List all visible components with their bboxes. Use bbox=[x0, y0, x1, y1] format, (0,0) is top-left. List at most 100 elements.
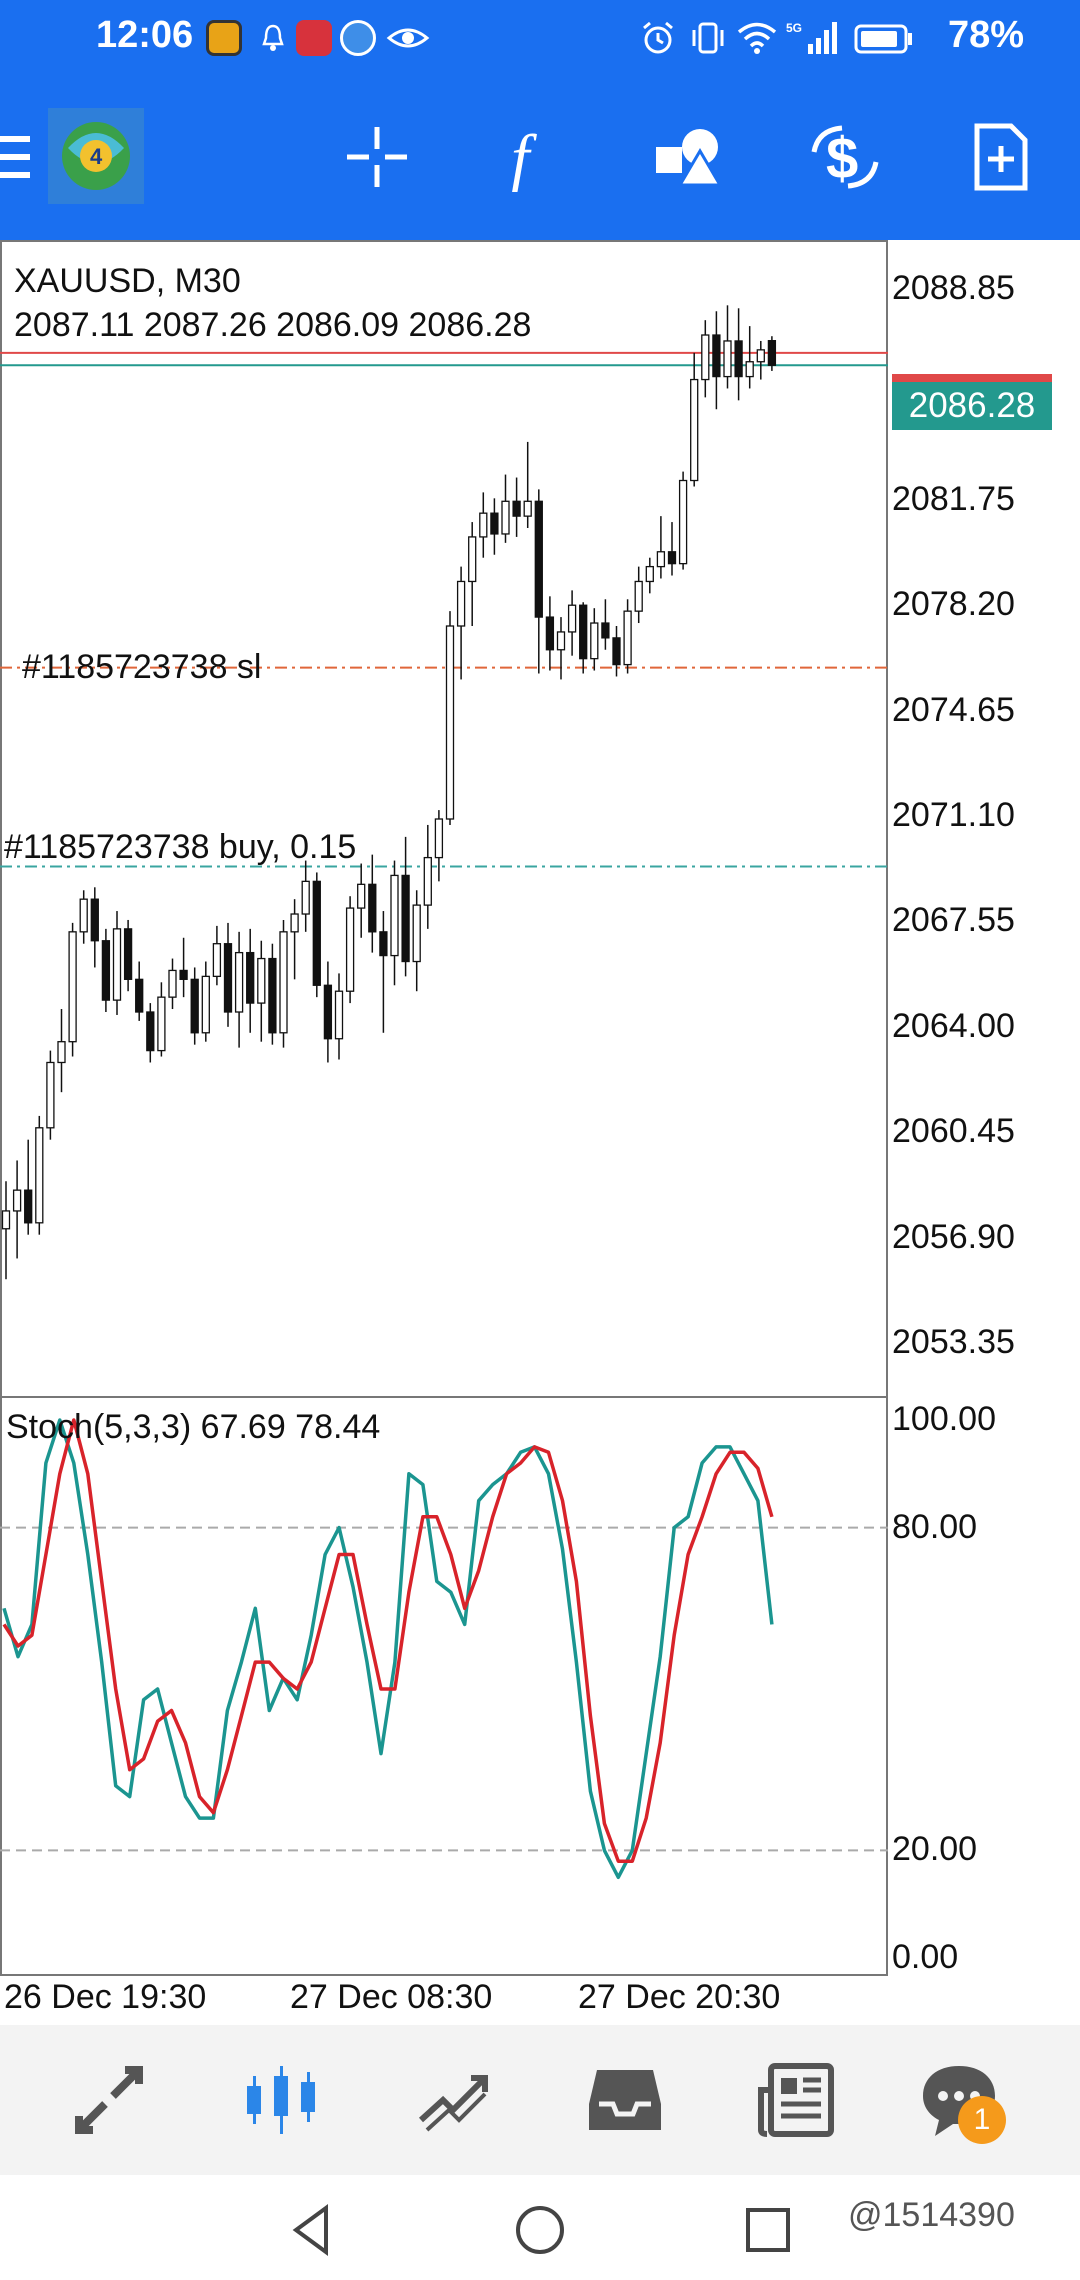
stochastic-panel[interactable] bbox=[0, 1398, 888, 1976]
system-navigation bbox=[0, 2175, 1080, 2280]
current-price-tag: 2086.28 bbox=[892, 382, 1052, 430]
app-logo-icon[interactable]: 4 bbox=[48, 108, 144, 204]
candle bbox=[723, 305, 732, 389]
candle bbox=[68, 922, 77, 1057]
watermark: @1514390 bbox=[848, 2196, 1015, 2234]
objects-icon[interactable] bbox=[644, 112, 734, 202]
indicators-icon[interactable]: f bbox=[488, 112, 578, 202]
candle bbox=[590, 608, 599, 671]
candle bbox=[135, 961, 144, 1021]
crosshair-icon[interactable] bbox=[332, 112, 422, 202]
candle bbox=[579, 602, 588, 674]
candle bbox=[146, 1003, 155, 1063]
candle bbox=[545, 596, 555, 671]
candle bbox=[101, 928, 111, 1012]
candle bbox=[168, 958, 177, 1010]
news-icon[interactable] bbox=[752, 2055, 842, 2145]
candle bbox=[1, 1181, 11, 1280]
candle bbox=[656, 516, 666, 579]
price-chart[interactable] bbox=[0, 240, 888, 1398]
candle bbox=[667, 522, 677, 576]
candle bbox=[401, 836, 410, 977]
toolbar bbox=[0, 75, 1080, 240]
quotes-icon[interactable] bbox=[64, 2055, 154, 2145]
vibrate-icon bbox=[688, 20, 728, 56]
price-tick: 2064.00 bbox=[892, 1006, 1015, 1045]
candle bbox=[501, 474, 510, 543]
candle bbox=[90, 887, 99, 968]
trade-icon[interactable] bbox=[408, 2055, 498, 2145]
bell-icon bbox=[258, 20, 288, 56]
price-axis: 2088.852085.302081.752078.202074.652071.… bbox=[888, 240, 1080, 1398]
price-tick: 2053.35 bbox=[892, 1323, 1015, 1362]
candle bbox=[334, 973, 344, 1060]
candle bbox=[268, 943, 277, 1045]
recents-icon[interactable] bbox=[738, 2200, 798, 2260]
candle bbox=[46, 1050, 55, 1140]
battery-percent: 78% bbox=[947, 14, 1024, 56]
candle bbox=[12, 1160, 22, 1259]
stoch-tick: 100.00 bbox=[892, 1400, 996, 1438]
ohlc-values: 2087.11 2087.26 2086.09 2086.28 bbox=[14, 306, 532, 344]
candle bbox=[201, 961, 210, 1042]
candle bbox=[612, 626, 621, 677]
new-order-icon[interactable] bbox=[956, 112, 1046, 202]
wifi-icon bbox=[736, 20, 778, 56]
symbol-timeframe: XAUUSD, M30 bbox=[14, 262, 241, 300]
price-tick: 2074.65 bbox=[892, 690, 1015, 729]
candle bbox=[690, 352, 699, 487]
candle bbox=[601, 599, 610, 650]
candle bbox=[246, 928, 255, 1033]
trade-icon[interactable]: $ bbox=[800, 112, 890, 202]
status-time: 12:06 bbox=[96, 14, 194, 56]
candle bbox=[123, 919, 133, 992]
app-icon bbox=[296, 20, 332, 56]
candle bbox=[767, 336, 777, 371]
candle bbox=[734, 308, 743, 401]
chart-icon[interactable] bbox=[236, 2055, 326, 2145]
candle bbox=[379, 911, 388, 1033]
candle bbox=[179, 937, 188, 998]
candle bbox=[279, 919, 288, 1048]
candle bbox=[301, 860, 310, 932]
stop-loss-label[interactable]: #1185723738 sl bbox=[22, 648, 262, 686]
candle bbox=[701, 320, 710, 398]
price-tick: 2071.10 bbox=[892, 796, 1015, 835]
svg-text:$: $ bbox=[826, 126, 858, 191]
candle bbox=[157, 982, 166, 1057]
stochastic-axis: 100.00 80.00 20.00 0.00 bbox=[888, 1398, 1080, 1976]
stoch-signal-line bbox=[2, 1418, 774, 1863]
candle bbox=[234, 931, 244, 1048]
candle bbox=[112, 911, 122, 1015]
price-tick: 2078.20 bbox=[892, 585, 1015, 624]
candle bbox=[468, 522, 477, 626]
candle bbox=[523, 441, 532, 529]
candle bbox=[434, 810, 444, 882]
price-tick: 2060.45 bbox=[892, 1112, 1015, 1151]
stoch-tick: 80.00 bbox=[892, 1507, 978, 1546]
candle bbox=[678, 471, 688, 570]
stochastic-plot bbox=[0, 1418, 888, 1880]
buy-position-label[interactable]: #1185723738 buy, 0.15 bbox=[4, 828, 357, 866]
price-tick: 2081.75 bbox=[892, 479, 1015, 518]
history-icon[interactable] bbox=[580, 2055, 670, 2145]
candle bbox=[212, 925, 222, 986]
stoch-tick: 20.00 bbox=[892, 1830, 978, 1869]
back-icon[interactable] bbox=[282, 2200, 342, 2260]
home-icon[interactable] bbox=[510, 2200, 570, 2260]
stoch-main-line bbox=[2, 1418, 774, 1880]
candle bbox=[567, 590, 577, 656]
menu-icon[interactable] bbox=[0, 132, 30, 182]
candle bbox=[24, 1139, 33, 1235]
candle bbox=[745, 326, 754, 389]
app-notification-icon bbox=[206, 20, 242, 56]
candle bbox=[312, 872, 321, 998]
price-tick: 2067.55 bbox=[892, 901, 1015, 940]
candle bbox=[645, 557, 654, 594]
candle bbox=[634, 566, 643, 624]
candle bbox=[223, 922, 233, 1027]
candle bbox=[257, 940, 266, 1042]
candle bbox=[412, 890, 421, 992]
svg-text:5G: 5G bbox=[786, 21, 802, 35]
time-tick: 27 Dec 20:30 bbox=[578, 1978, 781, 2016]
